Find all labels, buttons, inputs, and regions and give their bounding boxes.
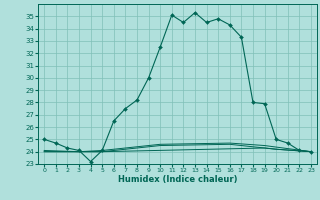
X-axis label: Humidex (Indice chaleur): Humidex (Indice chaleur): [118, 175, 237, 184]
